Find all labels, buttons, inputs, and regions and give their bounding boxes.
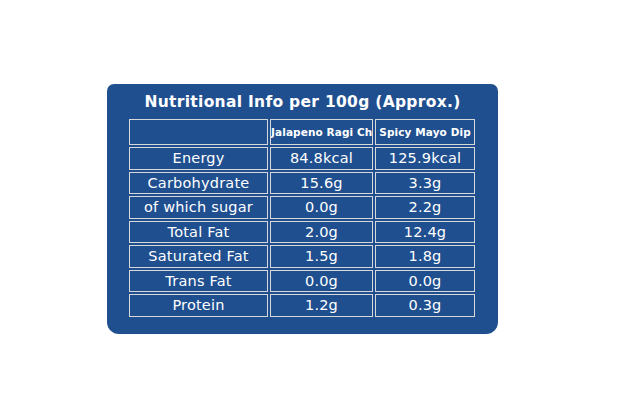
- row-label: of which sugar: [129, 196, 268, 219]
- table-row-saturated-fat: Saturated Fat 1.5g 1.8g: [129, 245, 475, 268]
- column-header-spicy-mayo-dip: Spicy Mayo Dip: [375, 119, 475, 145]
- value-cell: 15.6g: [270, 172, 373, 195]
- page-background: Nutritional Info per 100g (Approx.) Jala…: [0, 0, 620, 400]
- row-label: Saturated Fat: [129, 245, 268, 268]
- value-cell: 0.0g: [270, 270, 373, 293]
- table-row-trans-fat: Trans Fat 0.0g 0.0g: [129, 270, 475, 293]
- row-label: Energy: [129, 147, 268, 170]
- value-cell: 12.4g: [375, 221, 475, 244]
- row-label: Total Fat: [129, 221, 268, 244]
- value-cell: 84.8kcal: [270, 147, 373, 170]
- value-cell: 3.3g: [375, 172, 475, 195]
- page-title: Nutritional Info per 100g (Approx.): [107, 93, 498, 111]
- value-cell: 0.0g: [270, 196, 373, 219]
- table-row-energy: Energy 84.8kcal 125.9kcal: [129, 147, 475, 170]
- nutrition-card: Nutritional Info per 100g (Approx.) Jala…: [107, 84, 498, 334]
- value-cell: 0.0g: [375, 270, 475, 293]
- column-header-jalapeno-ragi-chips: Jalapeno Ragi Chips: [270, 119, 373, 145]
- value-cell: 1.2g: [270, 294, 373, 317]
- table-row-total-fat: Total Fat 2.0g 12.4g: [129, 221, 475, 244]
- table-row-protein: Protein 1.2g 0.3g: [129, 294, 475, 317]
- row-label: Carbohydrate: [129, 172, 268, 195]
- value-cell: 1.8g: [375, 245, 475, 268]
- value-cell: 0.3g: [375, 294, 475, 317]
- nutrition-table: Jalapeno Ragi Chips Spicy Mayo Dip Energ…: [127, 117, 477, 319]
- value-cell: 2.2g: [375, 196, 475, 219]
- row-label: Protein: [129, 294, 268, 317]
- table-header-row: Jalapeno Ragi Chips Spicy Mayo Dip: [129, 119, 475, 145]
- column-header-blank: [129, 119, 268, 145]
- value-cell: 1.5g: [270, 245, 373, 268]
- table-row-of-which-sugar: of which sugar 0.0g 2.2g: [129, 196, 475, 219]
- table-row-carbohydrate: Carbohydrate 15.6g 3.3g: [129, 172, 475, 195]
- value-cell: 2.0g: [270, 221, 373, 244]
- row-label: Trans Fat: [129, 270, 268, 293]
- value-cell: 125.9kcal: [375, 147, 475, 170]
